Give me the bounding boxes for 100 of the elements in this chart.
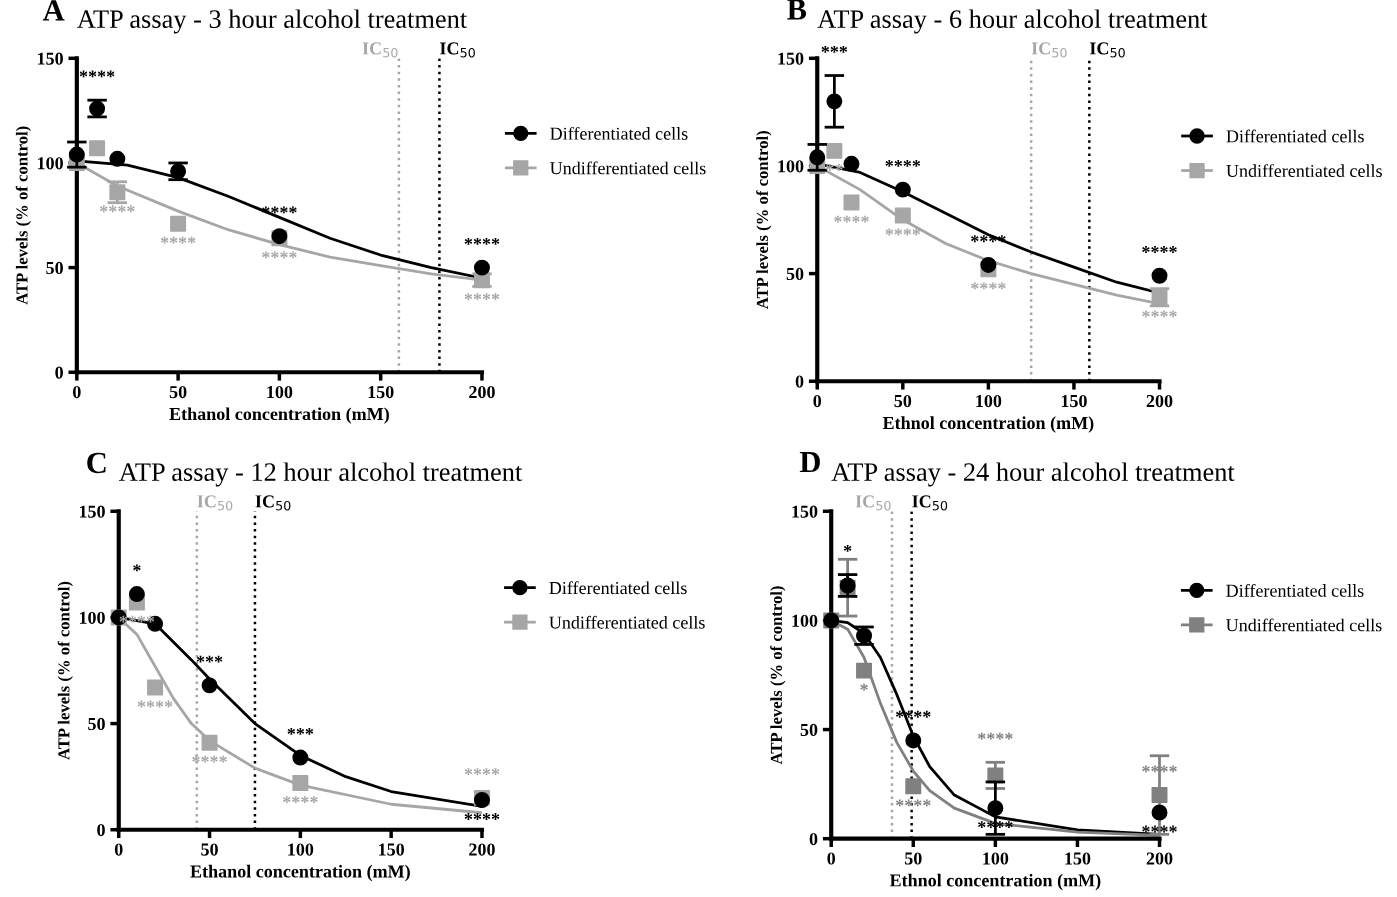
point xyxy=(170,215,187,232)
annotation: **** xyxy=(262,251,297,259)
annotation: * xyxy=(843,544,852,552)
x-axis-title: Ethnol concentration (mM) xyxy=(882,416,1094,433)
chart-title: ATP assay - 6 hour alcohol treatment xyxy=(817,9,1208,34)
point xyxy=(987,800,1004,817)
y-tick-label: 0 xyxy=(809,832,818,846)
point xyxy=(1151,267,1168,284)
x-tick-label: 50 xyxy=(169,385,187,399)
legend-label: Undifferentiated cells xyxy=(550,161,706,175)
point xyxy=(894,181,911,198)
point xyxy=(1151,787,1168,804)
text: A xyxy=(42,0,65,21)
y-tick-label: 0 xyxy=(55,366,63,379)
annotation: **** xyxy=(1142,825,1177,833)
y-tick-label: 150 xyxy=(79,505,105,518)
chart-title: ATP assay - 24 hour alcohol treatment xyxy=(831,462,1235,487)
annotation: *** xyxy=(287,727,314,735)
annotation: **** xyxy=(464,293,500,301)
point xyxy=(809,149,826,166)
chart-title: ATP assay - 3 hour alcohol treatment xyxy=(77,9,468,34)
point xyxy=(905,732,922,749)
x-axis-title: Ethanol concentration (mM) xyxy=(190,864,410,882)
y-axis-title: ATP levels (% of control) xyxy=(57,581,73,760)
annotation: **** xyxy=(464,237,500,245)
ref-line-label: IC$_{50}$ xyxy=(362,42,398,58)
x-tick-label: 200 xyxy=(469,843,495,856)
ref-line-label: IC$_{50}$ xyxy=(440,42,475,58)
y-axis-title: ATP levels (% of control) xyxy=(756,131,772,310)
point xyxy=(292,775,309,791)
x-tick-label: 100 xyxy=(288,843,314,856)
y-tick-label: 0 xyxy=(795,375,804,388)
x-tick-label: 0 xyxy=(114,843,123,856)
point xyxy=(856,662,873,679)
point xyxy=(89,140,106,157)
x-axis-title: Ethanol concentration (mM) xyxy=(169,407,389,424)
point xyxy=(905,778,922,795)
annotation: * xyxy=(860,683,868,691)
point xyxy=(109,150,126,167)
annotation: **** xyxy=(160,236,196,244)
x-tick-label: 50 xyxy=(904,852,922,865)
annotation: **** xyxy=(100,205,135,213)
legend-label: Differentiated cells xyxy=(1226,583,1364,597)
y-tick-label: 150 xyxy=(38,52,63,65)
annotation: **** xyxy=(971,282,1006,290)
y-tick-label: 150 xyxy=(778,52,804,65)
point xyxy=(473,272,490,289)
annotation: ** xyxy=(826,163,843,171)
x-tick-label: 100 xyxy=(267,385,293,399)
x-tick-label: 150 xyxy=(368,385,394,399)
annotation: **** xyxy=(1142,246,1177,253)
annotation: **** xyxy=(885,159,921,167)
annotation: *** xyxy=(821,45,848,53)
text: B xyxy=(787,0,807,20)
y-tick-label: 50 xyxy=(786,267,804,281)
ref-line-label: IC$_{50}$ xyxy=(1089,42,1125,58)
y-axis-title: ATP levels (% of control) xyxy=(15,126,31,305)
y-tick-label: 50 xyxy=(88,717,105,731)
text: D xyxy=(799,452,820,473)
annotation: **** xyxy=(464,813,500,820)
legend-label: Undifferentiated cells xyxy=(1226,618,1382,632)
y-axis-title: ATP levels (% of control) xyxy=(770,586,786,765)
legend-label: Differentiated cells xyxy=(1226,129,1364,143)
point xyxy=(826,93,843,110)
annotation: **** xyxy=(978,732,1013,740)
ref-line-label: IC$_{50}$ xyxy=(912,495,948,511)
legend-label: Differentiated cells xyxy=(550,126,688,140)
annotation: * xyxy=(133,564,141,572)
x-tick-label: 50 xyxy=(201,843,218,856)
ref-line-label: IC$_{50}$ xyxy=(855,495,891,511)
point xyxy=(473,259,490,276)
legend-label: Undifferentiated cells xyxy=(549,615,705,629)
x-tick-label: 200 xyxy=(1146,852,1173,865)
point xyxy=(147,679,164,696)
annotation: **** xyxy=(137,700,173,708)
x-tick-label: 150 xyxy=(1065,852,1091,865)
x-tick-label: 50 xyxy=(894,394,912,408)
text: C xyxy=(87,452,106,474)
x-tick-label: 200 xyxy=(1146,394,1173,408)
y-tick-label: 150 xyxy=(792,505,818,518)
chart-title: ATP assay - 12 hour alcohol treatment xyxy=(119,462,523,487)
annotation: **** xyxy=(283,796,318,803)
x-tick-label: 150 xyxy=(379,843,405,856)
annotation: **** xyxy=(464,768,500,776)
point xyxy=(292,749,309,766)
annotation: **** xyxy=(885,228,921,236)
point xyxy=(843,155,860,172)
legend-label: Differentiated cells xyxy=(549,581,687,595)
point xyxy=(843,194,860,211)
x-tick-label: 100 xyxy=(983,852,1009,865)
x-axis-title: Ethnol concentration (mM) xyxy=(889,873,1101,891)
annotation: **** xyxy=(192,755,227,763)
point xyxy=(980,256,997,273)
ref-line-label: IC$_{50}$ xyxy=(255,495,291,511)
point xyxy=(68,146,85,163)
x-tick-label: 100 xyxy=(976,394,1002,408)
ref-line-label: IC$_{50}$ xyxy=(197,495,233,511)
point xyxy=(128,586,145,603)
ref-line-label: IC$_{50}$ xyxy=(1031,42,1067,58)
y-tick-label: 0 xyxy=(97,823,105,837)
